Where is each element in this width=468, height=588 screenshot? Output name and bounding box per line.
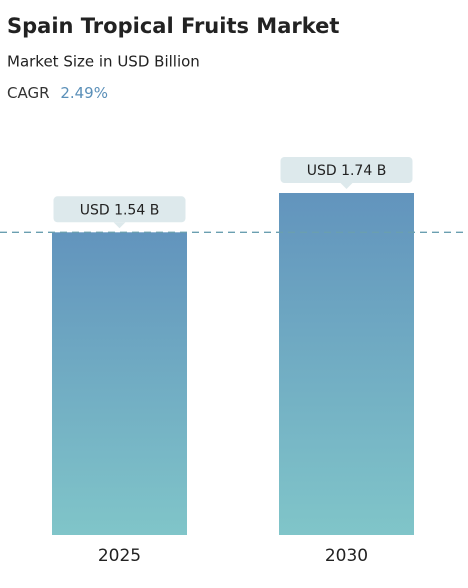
value-label: USD 1.54 B xyxy=(80,202,160,218)
value-label-pointer xyxy=(113,222,126,229)
cagr-value: 2.49% xyxy=(60,84,108,102)
value-label: USD 1.74 B xyxy=(307,163,387,179)
x-tick-label: 2030 xyxy=(325,546,368,566)
x-tick-label: 2025 xyxy=(98,546,141,566)
bar xyxy=(52,232,187,535)
value-label-box xyxy=(53,196,186,223)
chart-subtitle: Market Size in USD Billion xyxy=(7,53,200,71)
value-label-box xyxy=(280,157,413,183)
cagr-label: CAGR xyxy=(7,84,50,102)
value-label-pointer xyxy=(340,183,353,189)
cagr-text: CAGR 2.49% xyxy=(7,84,108,102)
bar xyxy=(279,193,414,535)
chart-title: Spain Tropical Fruits Market xyxy=(7,14,339,38)
